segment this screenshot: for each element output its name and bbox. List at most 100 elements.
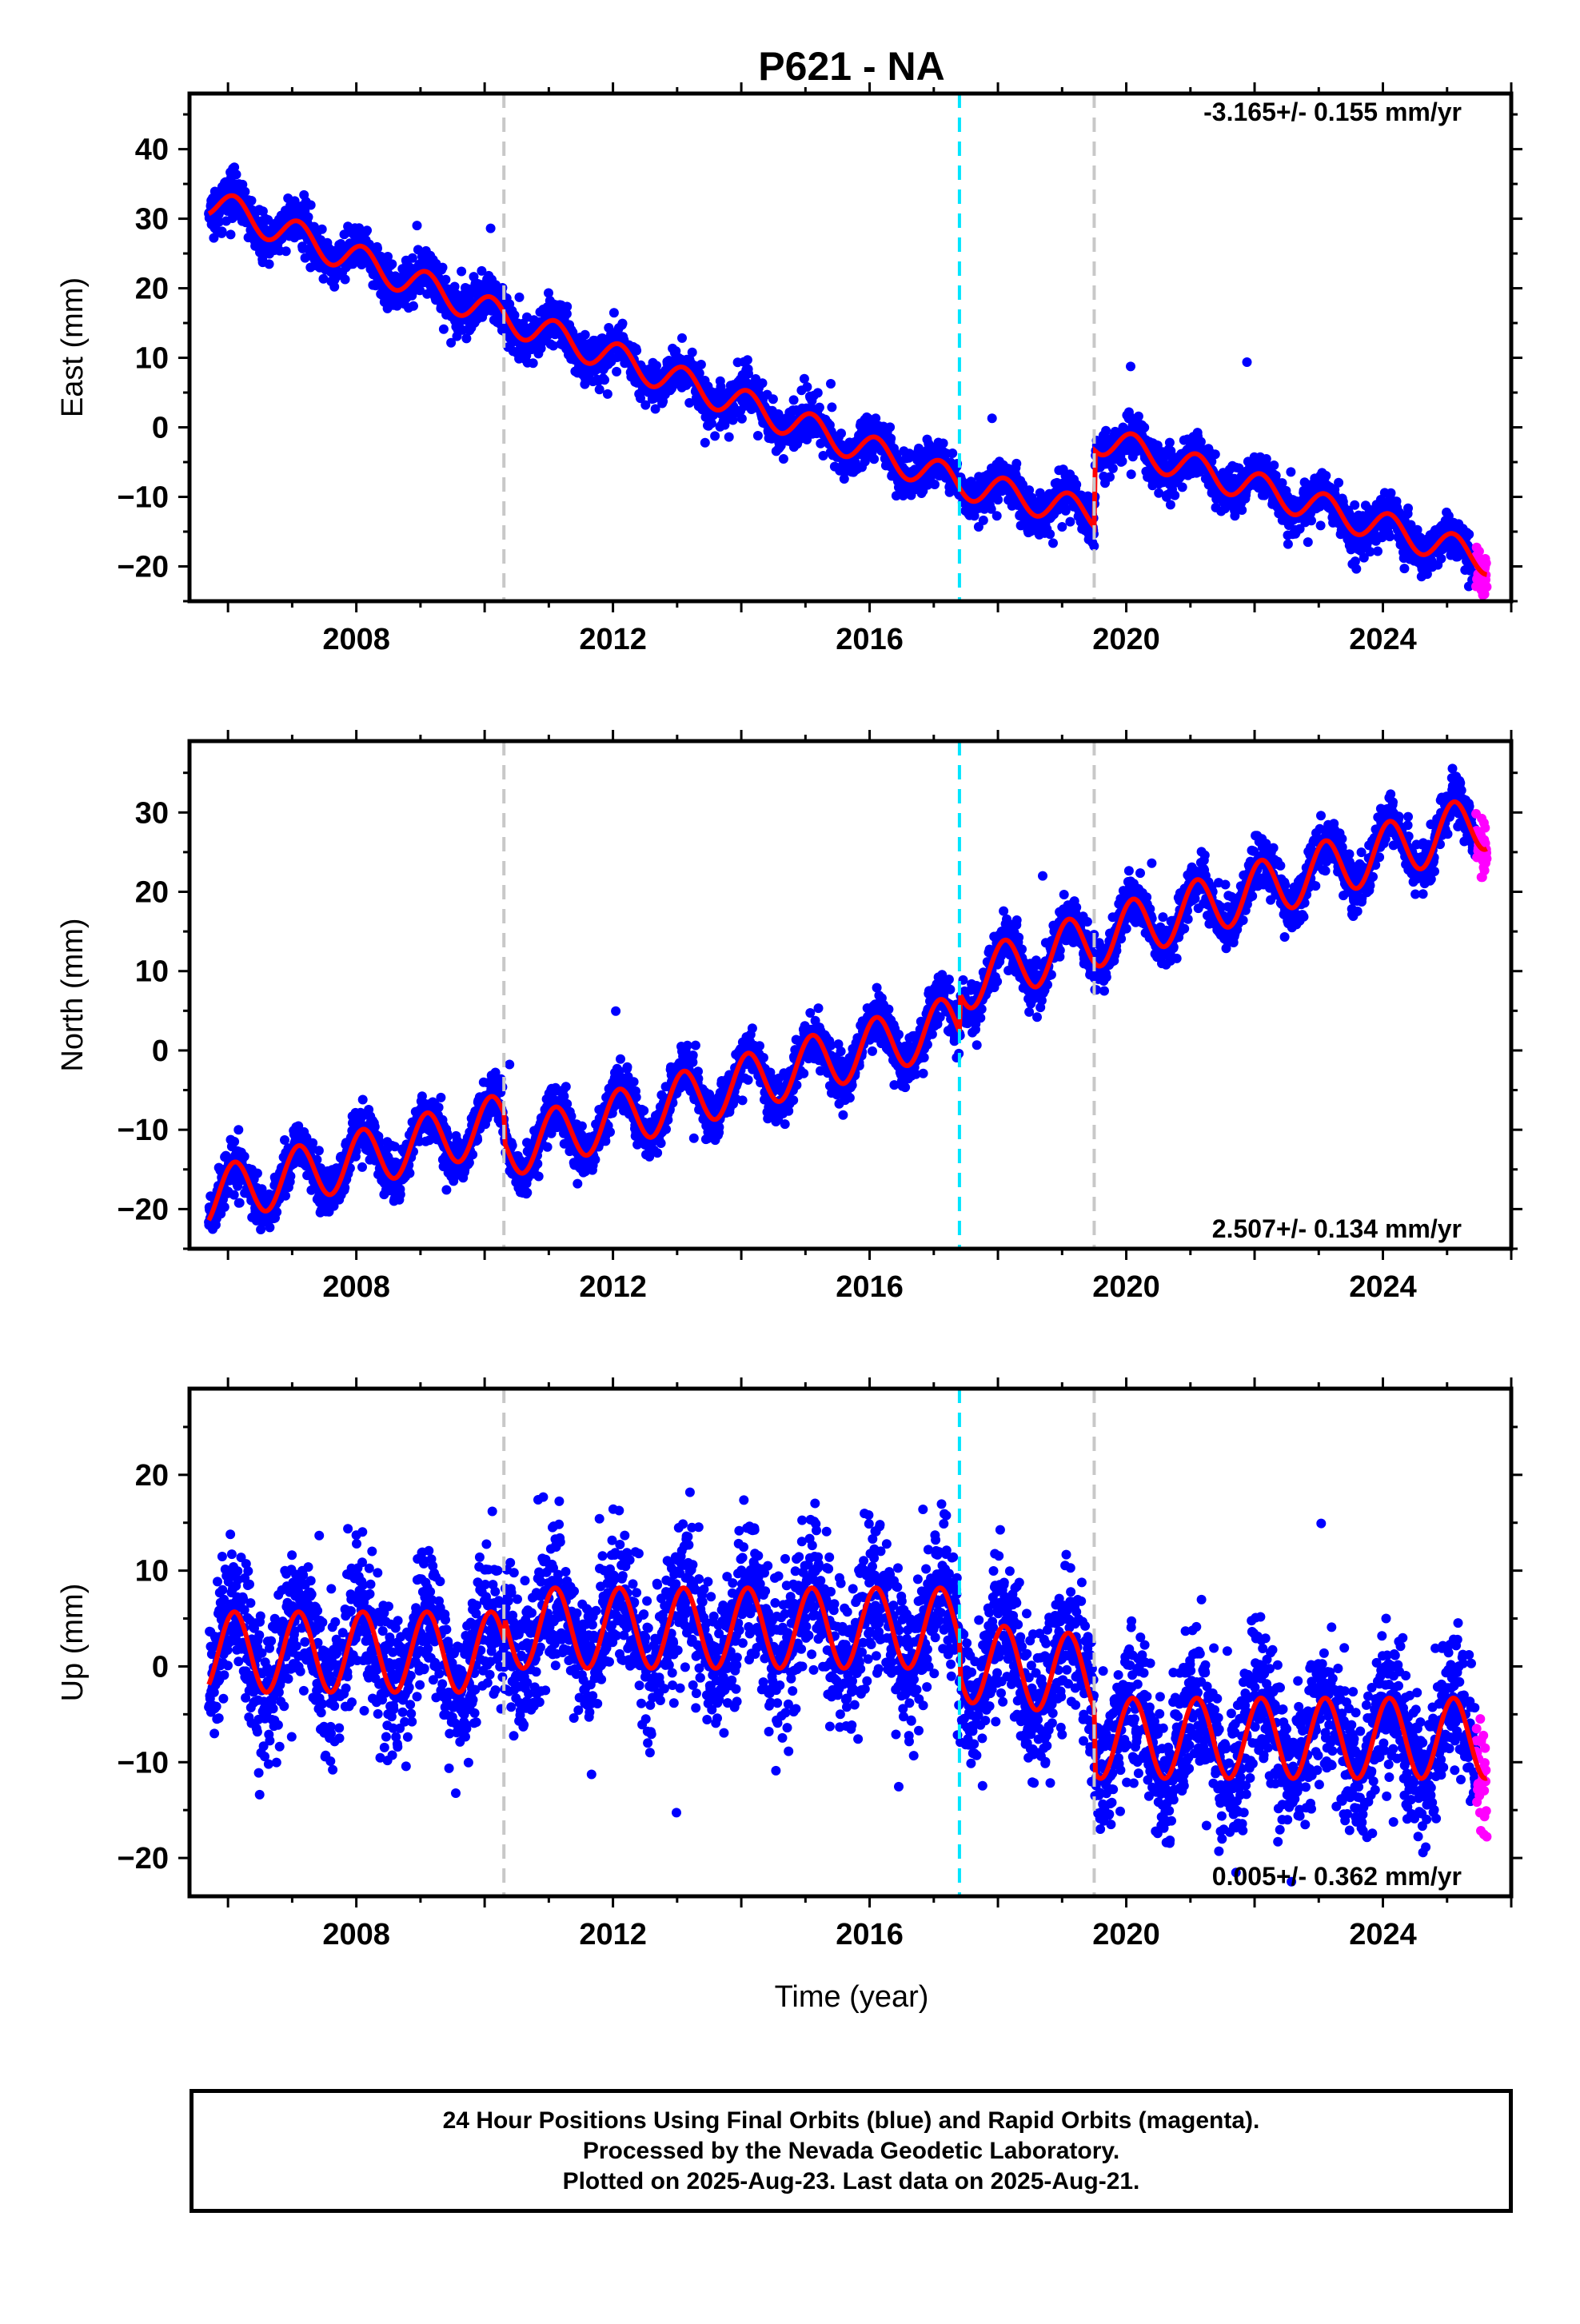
final-orbit-point [272,1207,281,1217]
final-orbit-point [609,308,619,317]
final-orbit-point [362,225,372,235]
final-orbit-point [240,1152,249,1162]
final-orbit-point [1139,423,1149,433]
y-tick-label: 30 [135,203,169,237]
final-orbit-point [1262,454,1271,464]
final-orbit-point [1351,564,1361,574]
final-orbit-point [677,333,687,343]
final-orbit-point [1166,500,1175,509]
final-orbit-point [869,454,879,464]
final-orbit-point [753,431,763,440]
final-orbit-point [612,367,621,377]
final-orbit-point [743,355,752,365]
final-orbit-point [1307,516,1316,525]
final-orbit-point [439,325,449,334]
final-orbit-point [710,431,720,440]
y-tick-label: 10 [135,342,169,376]
y-tick-label: −10 [118,481,169,515]
east-daily-points [204,162,1491,600]
x-tick-label: 2016 [836,623,904,656]
final-orbit-point [1237,505,1247,515]
final-orbit-point [562,302,572,312]
final-orbit-point [232,169,241,179]
final-orbit-point [1165,438,1175,448]
y-tick-label: 40 [135,134,169,167]
final-orbit-point [370,1122,380,1131]
final-orbit-point [1126,361,1135,371]
final-orbit-point [1399,564,1409,573]
x-axis-label: Time (year) [775,1980,929,2014]
final-orbit-point [1321,471,1331,480]
final-orbit-point [1178,482,1187,492]
final-orbit-point [265,1222,274,1232]
final-orbit-point [308,1138,317,1148]
final-orbit-point [885,422,895,432]
final-orbit-point [632,346,641,356]
final-orbit-point [800,374,809,384]
final-orbit-point [247,196,257,205]
final-orbit-point [789,395,799,405]
final-orbit-point [285,1171,295,1181]
final-orbit-point [826,379,836,389]
final-orbit-point [441,275,450,285]
final-orbit-point [317,225,327,234]
final-orbit-point [217,226,227,236]
final-orbit-point [341,275,350,285]
final-orbit-point [1071,480,1081,489]
final-orbit-point [457,267,466,277]
final-orbit-point [779,454,788,464]
final-orbit-point [515,293,525,302]
final-orbit-point [988,413,997,423]
final-orbit-point [827,402,836,412]
final-orbit-point [1057,522,1067,532]
final-orbit-point [1436,554,1446,564]
final-orbit-point [939,439,948,448]
final-orbit-point [281,246,291,256]
final-orbit-point [737,414,747,424]
final-orbit-point [581,330,590,340]
x-tick-label: 2020 [1092,623,1160,656]
final-orbit-point [1269,460,1279,470]
y-tick-label: 20 [135,273,169,306]
final-orbit-point [1134,412,1143,421]
final-orbit-point [220,1202,229,1212]
x-tick-label: 2008 [322,623,390,656]
final-orbit-point [396,1190,405,1199]
final-orbit-point [1011,459,1021,468]
y-tick-label: −20 [118,551,169,584]
final-orbit-point [1283,540,1293,549]
final-orbit-point [992,511,1002,520]
final-orbit-point [688,348,697,357]
final-orbit-point [486,224,496,233]
final-orbit-point [930,480,940,489]
final-orbit-point [1243,357,1252,367]
final-orbit-point [1316,520,1326,530]
final-orbit-point [724,433,734,442]
final-orbit-point [304,213,313,222]
final-orbit-point [409,301,418,311]
final-orbit-point [886,434,896,444]
final-orbit-point [358,1095,368,1105]
final-orbit-point [265,259,274,269]
final-orbit-point [768,394,778,404]
final-orbit-point [758,378,768,388]
final-orbit-point [253,1169,262,1178]
final-orbit-point [306,201,316,210]
final-orbit-point [603,389,612,399]
rapid-orbit-point [1482,582,1491,592]
final-orbit-point [357,1162,367,1172]
final-orbit-point [229,1190,239,1200]
final-orbit-point [618,319,628,329]
east-rate-label: -3.165+/- 0.155 mm/yr [1203,98,1462,126]
final-orbit-point [1065,517,1075,527]
final-orbit-point [438,263,448,273]
final-orbit-point [1286,467,1295,476]
final-orbit-point [595,385,604,394]
rapid-orbit-point [1482,558,1491,568]
final-orbit-point [229,1137,239,1146]
final-orbit-point [1127,469,1136,479]
